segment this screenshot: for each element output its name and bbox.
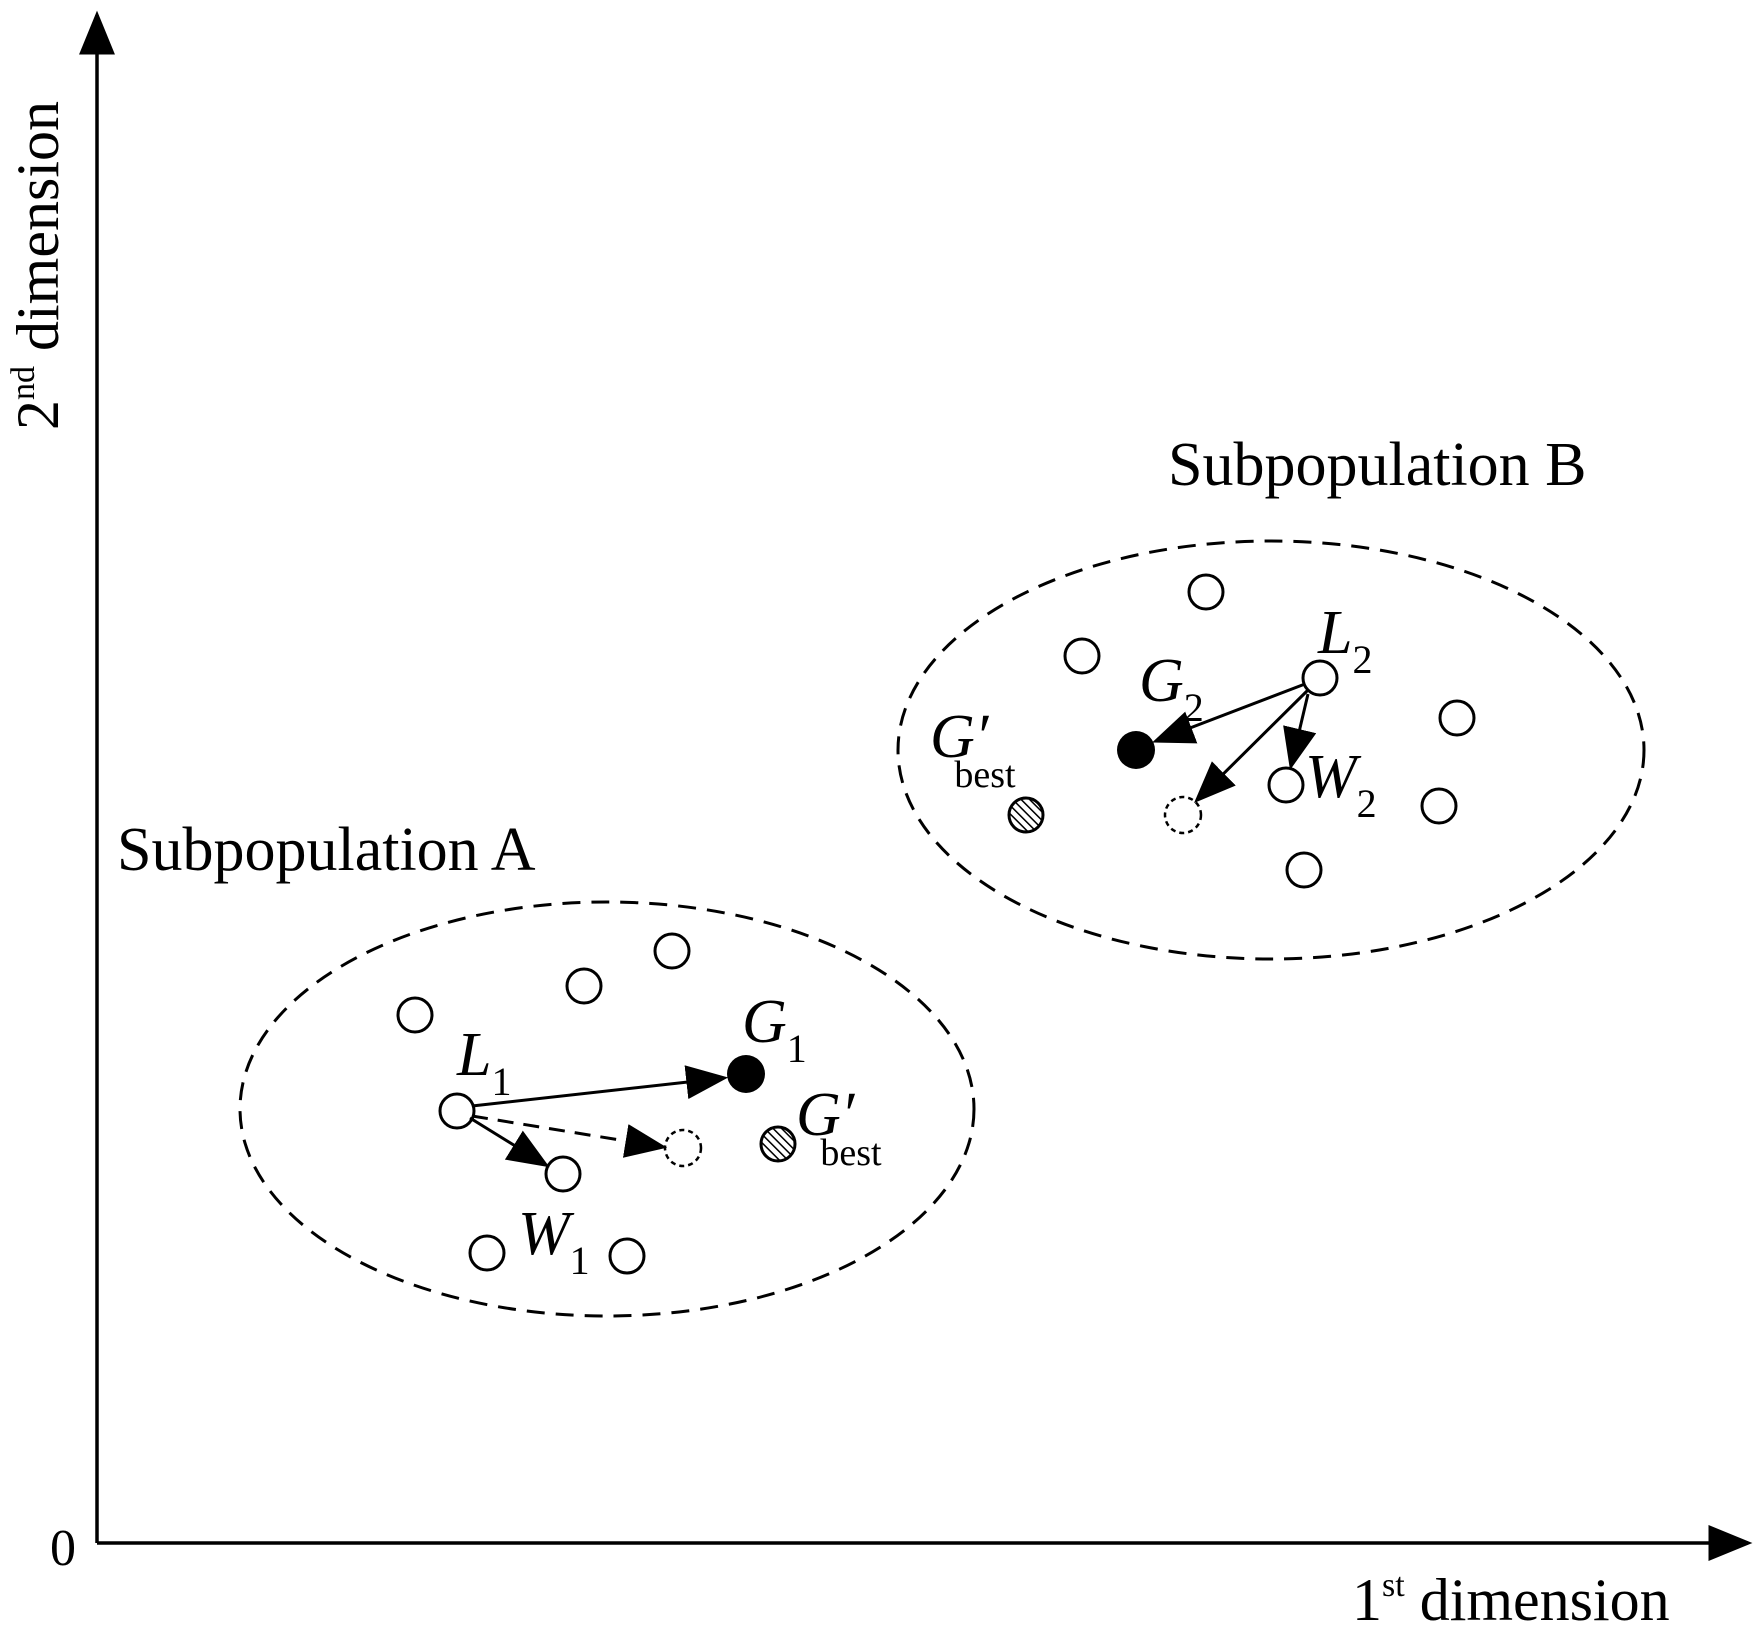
arrow-l1-to-candidate <box>471 1114 668 1158</box>
particle <box>1285 851 1323 889</box>
subpopulation-b-label: Subpopulation B <box>1168 431 1587 499</box>
particle <box>653 932 691 970</box>
origin-label: 0 <box>50 1520 76 1577</box>
particle <box>1187 573 1225 611</box>
arrow-l2-to-w2 <box>1283 693 1317 771</box>
label-gbest-b: G′ best <box>930 703 1016 796</box>
arrow-l1-to-w1 <box>469 1116 550 1168</box>
label-l1: L1 <box>456 1021 511 1104</box>
particle-w2 <box>1267 766 1305 804</box>
candidate-position <box>1163 795 1203 835</box>
label-w1: W1 <box>518 1200 590 1283</box>
label-l2: L2 <box>1317 599 1372 682</box>
subpopulation-a-boundary <box>238 900 976 1318</box>
particle-l1 <box>438 1092 476 1130</box>
y-axis-label: 2nd dimension <box>5 101 71 430</box>
gbest-particle-b <box>1007 796 1045 834</box>
particle <box>396 996 434 1034</box>
best-particle-g2 <box>1117 731 1155 769</box>
gbest-particle-a <box>759 1125 797 1163</box>
particle <box>1420 787 1458 825</box>
particle <box>608 1237 646 1275</box>
label-g1: G1 <box>742 988 807 1071</box>
subpopulation-a-label: Subpopulation A <box>117 816 536 884</box>
x-axis-label: 1st dimension <box>1352 1567 1670 1630</box>
particle <box>468 1234 506 1272</box>
arrow-l2-to-g2 <box>1152 682 1306 744</box>
particle <box>565 967 603 1005</box>
particle-l2 <box>1301 659 1339 697</box>
label-gbest-a: G′ best <box>796 1081 882 1174</box>
best-particle-g1 <box>727 1055 765 1093</box>
label-w2: W2 <box>1305 743 1377 826</box>
particle-w1 <box>544 1155 582 1193</box>
arrow-l2-to-candidate <box>1194 688 1310 803</box>
particle <box>1063 637 1101 675</box>
label-g2: G2 <box>1139 647 1204 730</box>
candidate-position <box>663 1128 703 1168</box>
subpopulation-b-boundary <box>896 539 1646 961</box>
arrow-l1-to-g1 <box>471 1065 729 1108</box>
particle <box>1438 699 1476 737</box>
